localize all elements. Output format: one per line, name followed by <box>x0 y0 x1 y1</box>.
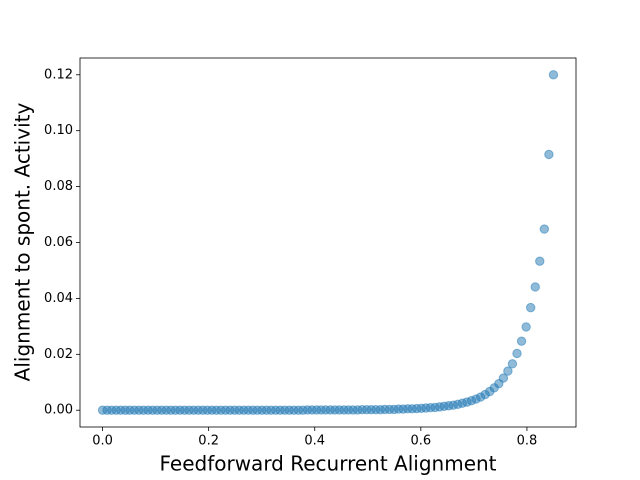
point <box>503 366 513 376</box>
y-tick-label: 0.06 <box>44 235 73 250</box>
y-tick-label: 0.00 <box>44 403 73 418</box>
x-tick-label: 0.4 <box>304 434 325 449</box>
point <box>548 70 559 80</box>
x-tick-label: 0.0 <box>92 434 113 449</box>
y-tick-label: 0.10 <box>44 123 73 138</box>
point <box>544 149 554 160</box>
point <box>507 359 518 369</box>
point <box>516 336 527 346</box>
y-tick-label: 0.12 <box>44 67 73 82</box>
point <box>521 322 531 332</box>
y-tick-label: 0.02 <box>44 347 73 362</box>
y-tick-label: 0.08 <box>44 179 73 194</box>
x-tick-label: 0.2 <box>198 434 219 449</box>
y-axis-label: Alignment to spont. Activity <box>11 103 35 382</box>
point <box>535 256 545 266</box>
point <box>530 282 540 292</box>
point <box>525 302 536 313</box>
point <box>512 348 522 359</box>
plot-frame <box>79 57 577 428</box>
x-axis-label: Feedforward Recurrent Alignment <box>159 452 496 476</box>
x-tick-label: 0.8 <box>517 434 538 449</box>
x-tick-label: 0.6 <box>410 434 431 449</box>
y-tick-label: 0.04 <box>44 291 73 306</box>
point <box>498 373 509 383</box>
point <box>539 224 550 234</box>
